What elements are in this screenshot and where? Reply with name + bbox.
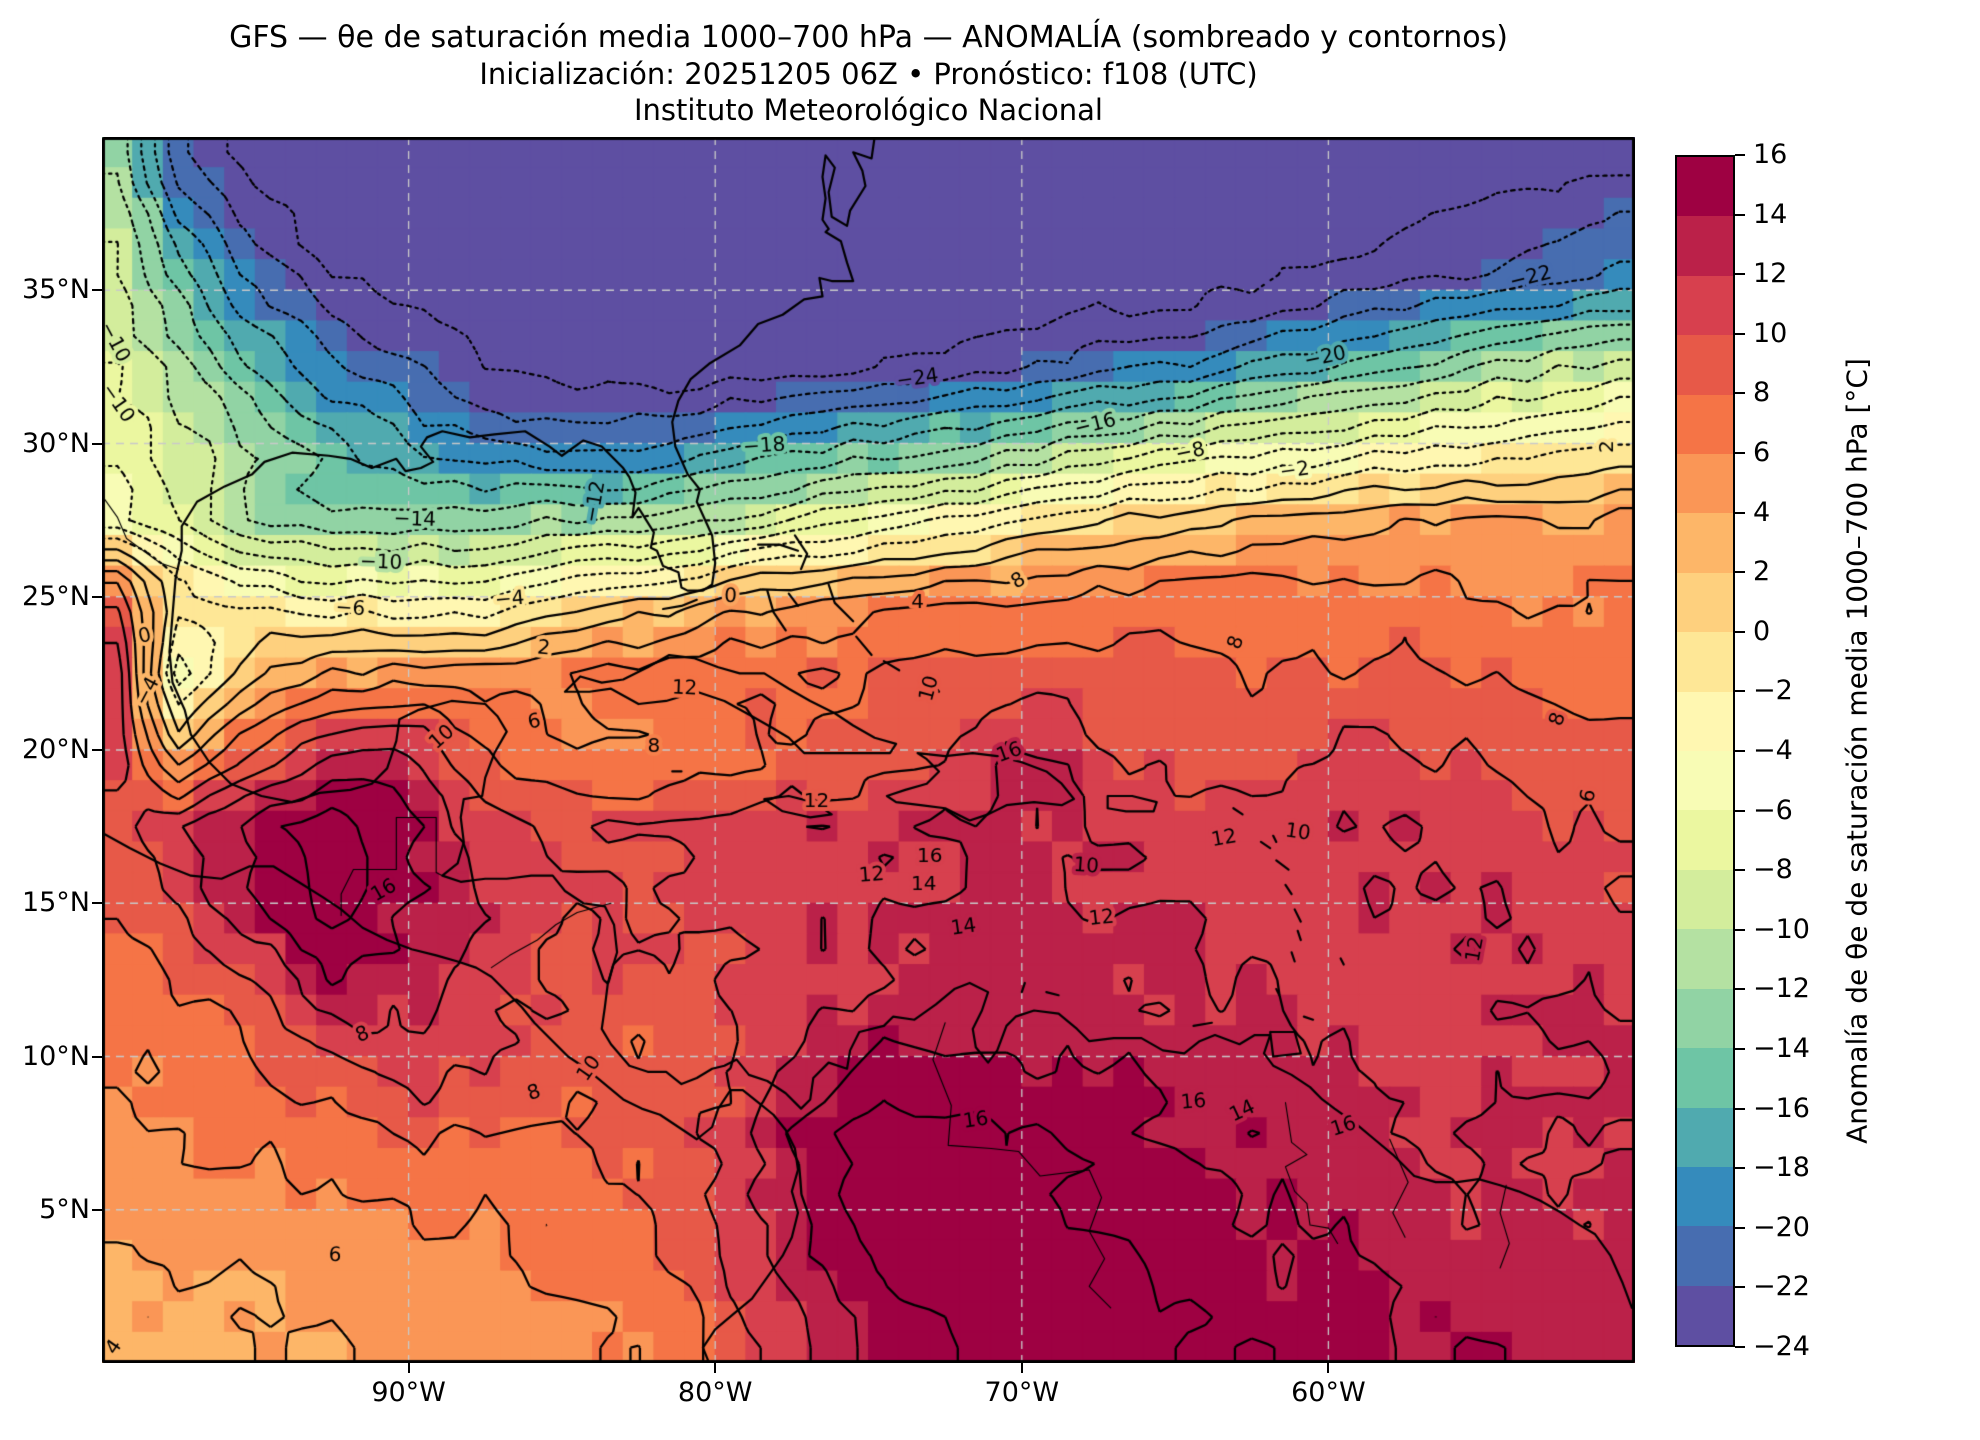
- colorbar-cell: [1677, 929, 1733, 989]
- colorbar-tick-label: −6: [1753, 794, 1793, 826]
- colorbar-tick: [1735, 1226, 1745, 1229]
- colorbar-tick: [1735, 750, 1745, 752]
- x-axis-tick: [1020, 1363, 1023, 1373]
- colorbar-cell: [1677, 572, 1733, 633]
- institution-label: Instituto Meteorológico Nacional: [634, 93, 1103, 127]
- colorbar-tick: [1735, 809, 1745, 812]
- colorbar-tick-label: −24: [1753, 1331, 1810, 1362]
- colorbar-cell: [1677, 157, 1733, 217]
- colorbar-tick-label: 12: [1753, 258, 1788, 290]
- colorbar-cell: [1677, 1166, 1733, 1227]
- colorbar-cell: [1677, 1048, 1733, 1108]
- colorbar-tick-label: 0: [1753, 615, 1771, 647]
- colorbar-cell: [1677, 335, 1733, 395]
- y-axis-tick-label: 10°N: [21, 1040, 90, 1072]
- colorbar-tick: [1735, 1286, 1745, 1289]
- x-axis-tick: [714, 1363, 717, 1373]
- colorbar-tick-label: −8: [1753, 854, 1793, 886]
- colorbar-tick: [1735, 869, 1745, 872]
- colorbar-tick: [1735, 452, 1745, 454]
- colorbar-tick-label: −14: [1753, 1033, 1810, 1064]
- colorbar-tick: [1735, 928, 1745, 931]
- x-axis-tick-label: 90°W: [371, 1377, 446, 1408]
- colorbar-cell: [1677, 1285, 1733, 1346]
- colorbar-tick-label: −10: [1753, 913, 1810, 945]
- colorbar-tick-label: 6: [1753, 437, 1771, 468]
- y-axis-tick: [92, 1208, 102, 1211]
- colorbar-tick-label: 2: [1753, 556, 1771, 588]
- y-axis-tick-label: 35°N: [21, 274, 90, 306]
- y-axis-tick-label: 25°N: [21, 580, 90, 612]
- x-axis-tick: [407, 1363, 410, 1373]
- colorbar-cell: [1677, 454, 1733, 514]
- y-axis-tick: [92, 595, 102, 598]
- colorbar: [1675, 155, 1735, 1347]
- colorbar-cell: [1677, 691, 1733, 752]
- y-axis-tick-label: 20°N: [21, 734, 90, 765]
- colorbar-tick-label: 14: [1753, 198, 1788, 230]
- colorbar-cell: [1677, 869, 1733, 930]
- colorbar-cell: [1677, 216, 1733, 276]
- colorbar-tick-label: −2: [1753, 675, 1793, 707]
- colorbar-label: Anomalía de θe de saturación media 1000–…: [1840, 358, 1874, 1144]
- colorbar-tick: [1735, 630, 1745, 633]
- map-canvas: [102, 137, 1635, 1363]
- y-axis-tick-label: 5°N: [39, 1193, 90, 1225]
- colorbar-cell: [1677, 632, 1733, 692]
- y-axis-tick: [92, 289, 102, 292]
- colorbar-cell: [1677, 394, 1733, 455]
- colorbar-tick: [1735, 332, 1745, 335]
- x-axis-tick-label: 80°W: [677, 1377, 753, 1408]
- colorbar-tick: [1735, 1346, 1745, 1348]
- colorbar-tick-label: 16: [1753, 139, 1788, 170]
- colorbar-cell: [1677, 1226, 1733, 1286]
- y-axis-tick: [92, 1055, 102, 1058]
- colorbar-tick: [1735, 1107, 1745, 1110]
- colorbar-tick: [1735, 690, 1745, 693]
- colorbar-cell: [1677, 751, 1733, 811]
- colorbar-cell: [1677, 810, 1733, 870]
- page-subtitle: Inicialización: 20251205 06Z • Pronóstic…: [479, 57, 1258, 91]
- colorbar-cell: [1677, 988, 1733, 1049]
- x-axis-tick: [1327, 1363, 1330, 1373]
- colorbar-cell: [1677, 513, 1733, 573]
- colorbar-tick: [1735, 1167, 1745, 1170]
- x-axis-tick-label: 60°W: [1291, 1377, 1366, 1408]
- y-axis-tick: [92, 902, 102, 905]
- colorbar-tick-label: −22: [1753, 1271, 1810, 1303]
- colorbar-tick: [1735, 273, 1745, 276]
- y-axis-tick-label: 15°N: [21, 887, 90, 919]
- colorbar-tick: [1735, 1048, 1745, 1050]
- colorbar-tick-label: 4: [1753, 496, 1771, 528]
- colorbar-tick-label: −20: [1753, 1211, 1810, 1243]
- page-title: GFS — θe de saturación media 1000–700 hP…: [229, 20, 1508, 55]
- colorbar-tick-label: −18: [1753, 1152, 1810, 1184]
- colorbar-tick: [1735, 392, 1745, 395]
- colorbar-tick-label: −16: [1753, 1092, 1810, 1124]
- colorbar-tick-label: 8: [1753, 377, 1771, 409]
- y-axis-tick: [92, 749, 102, 751]
- colorbar-tick-label: −12: [1753, 973, 1810, 1005]
- y-axis-tick: [92, 442, 102, 445]
- colorbar-tick: [1735, 213, 1745, 216]
- colorbar-tick: [1735, 988, 1745, 991]
- x-axis-tick-label: 70°W: [984, 1377, 1060, 1408]
- colorbar-cell: [1677, 1107, 1733, 1167]
- colorbar-cell: [1677, 275, 1733, 336]
- y-axis-tick-label: 30°N: [21, 427, 90, 459]
- colorbar-tick-label: 10: [1753, 317, 1788, 349]
- colorbar-tick: [1735, 154, 1745, 156]
- colorbar-tick-label: −4: [1753, 735, 1793, 766]
- colorbar-tick: [1735, 571, 1745, 574]
- colorbar-tick: [1735, 511, 1745, 514]
